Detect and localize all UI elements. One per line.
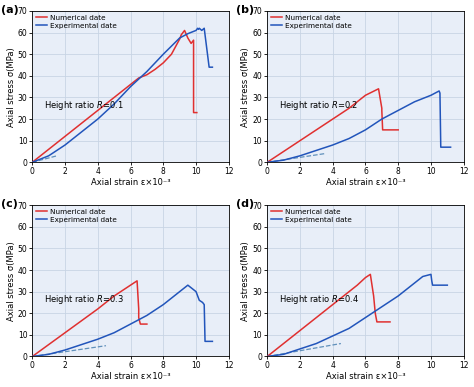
X-axis label: Axial strain ε×10⁻³: Axial strain ε×10⁻³ — [326, 178, 405, 187]
Text: Height ratio $R$=0.3: Height ratio $R$=0.3 — [44, 293, 124, 306]
Y-axis label: Axial stress σ(MPa): Axial stress σ(MPa) — [7, 47, 16, 127]
Y-axis label: Axial stress σ(MPa): Axial stress σ(MPa) — [7, 241, 16, 321]
Text: Height ratio $R$=0.2: Height ratio $R$=0.2 — [279, 99, 358, 112]
Text: Height ratio $R$=0.1: Height ratio $R$=0.1 — [44, 99, 124, 112]
X-axis label: Axial strain ε×10⁻³: Axial strain ε×10⁻³ — [91, 372, 170, 382]
Text: (b): (b) — [236, 5, 254, 15]
Legend: Numerical date, Experimental date: Numerical date, Experimental date — [269, 13, 353, 30]
Y-axis label: Axial stress σ(MPa): Axial stress σ(MPa) — [241, 47, 250, 127]
Text: Height ratio $R$=0.4: Height ratio $R$=0.4 — [279, 293, 359, 306]
Text: (a): (a) — [1, 5, 18, 15]
Text: (c): (c) — [1, 199, 18, 209]
Legend: Numerical date, Experimental date: Numerical date, Experimental date — [35, 207, 118, 224]
X-axis label: Axial strain ε×10⁻³: Axial strain ε×10⁻³ — [91, 178, 170, 187]
X-axis label: Axial strain ε×10⁻³: Axial strain ε×10⁻³ — [326, 372, 405, 382]
Y-axis label: Axial stress σ(MPa): Axial stress σ(MPa) — [241, 241, 250, 321]
Legend: Numerical date, Experimental date: Numerical date, Experimental date — [269, 207, 353, 224]
Text: (d): (d) — [236, 199, 254, 209]
Legend: Numerical date, Experimental date: Numerical date, Experimental date — [35, 13, 118, 30]
